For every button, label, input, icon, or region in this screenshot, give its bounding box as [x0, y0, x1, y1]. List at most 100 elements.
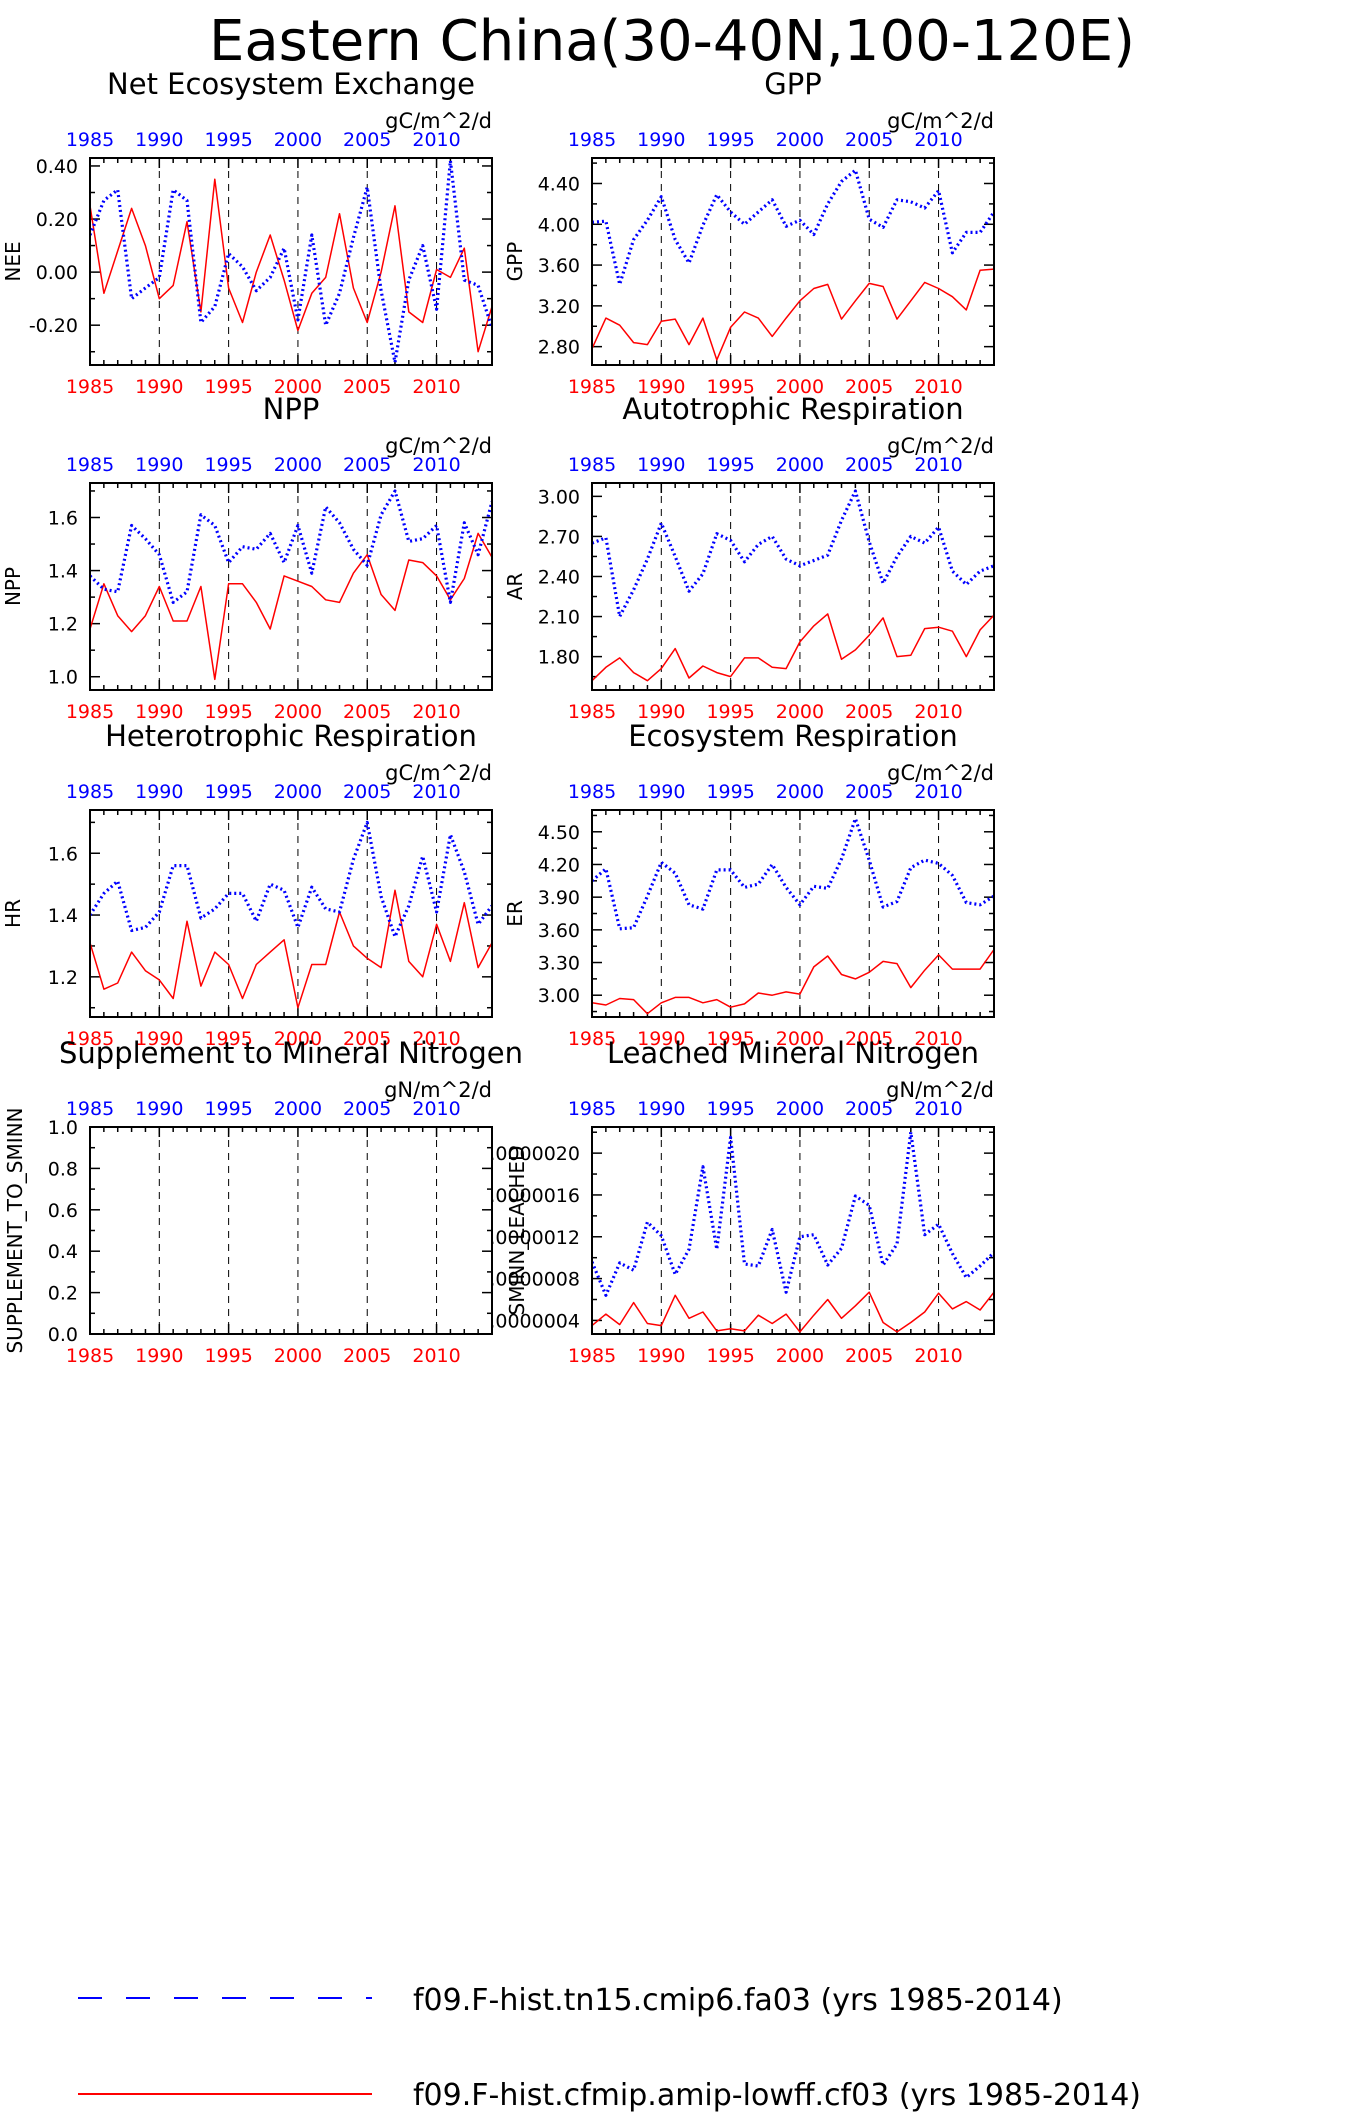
- units-label: gC/m^2/d: [887, 109, 994, 133]
- series-line-fa03: [592, 168, 994, 286]
- panel-heterotrophic-respiration: Heterotrophic Respiration gC/m^2/d 1985 198…: [1, 719, 493, 1050]
- panel-title: NPP: [263, 392, 320, 426]
- x-tick-label: 1985: [568, 1345, 616, 1367]
- x-tick-label-top: 2010: [412, 781, 460, 803]
- x-tick-label: 2005: [343, 1345, 391, 1367]
- x-tick-label: 2000: [274, 1028, 322, 1050]
- x-tick-label: 1995: [204, 701, 252, 723]
- x-tick-label-top: 1990: [135, 781, 183, 803]
- x-tick-label: 2000: [776, 1345, 824, 1367]
- y-tick-label: 3.30: [538, 953, 580, 975]
- x-tick-label-top: 1990: [135, 129, 183, 151]
- x-tick-label: 1990: [135, 1345, 183, 1367]
- y-tick-label: .0000012: [489, 1227, 580, 1249]
- y-axis-label: ER: [503, 900, 527, 927]
- x-tick-label: 1995: [706, 701, 754, 723]
- x-tick-label-top: 2000: [274, 129, 322, 151]
- x-tick-label: 1990: [135, 376, 183, 398]
- y-axis-label: SMINN_LEACHED: [505, 1146, 529, 1316]
- x-tick-label: 2005: [343, 376, 391, 398]
- y-tick-label: 3.60: [538, 255, 580, 277]
- y-tick-label: 1.2: [48, 967, 78, 989]
- units-label: gN/m^2/d: [886, 1078, 994, 1102]
- y-tick-label: 2.40: [538, 566, 580, 588]
- x-tick-label-top: 2010: [914, 781, 962, 803]
- units-label: gC/m^2/d: [385, 434, 492, 458]
- y-axis-label: HR: [1, 899, 25, 928]
- panel-title: Supplement to Mineral Nitrogen: [59, 1036, 523, 1070]
- y-tick-label: 1.4: [48, 905, 78, 927]
- y-tick-label: 3.20: [538, 296, 580, 318]
- x-tick-label: 2005: [845, 1345, 893, 1367]
- x-tick-label: 1985: [66, 1345, 114, 1367]
- y-tick-label: 3.90: [538, 887, 580, 909]
- x-tick-label-top: 1985: [66, 1098, 114, 1120]
- x-tick-label-top: 1985: [568, 781, 616, 803]
- panel-title: Autotrophic Respiration: [622, 392, 963, 426]
- panel-title: Heterotrophic Respiration: [105, 719, 477, 753]
- x-tick-label: 2005: [845, 1028, 893, 1050]
- series-line-cf03: [592, 268, 994, 361]
- x-tick-label-top: 1990: [637, 129, 685, 151]
- x-tick-label: 2005: [845, 376, 893, 398]
- x-tick-label-top: 2000: [274, 1098, 322, 1120]
- x-tick-label-top: 1985: [568, 454, 616, 476]
- y-tick-label: 2.80: [538, 337, 580, 359]
- y-tick-label: .0000004: [489, 1310, 580, 1332]
- y-tick-label: .0000016: [489, 1185, 580, 1207]
- panel-autotrophic-respiration: Autotrophic Respiration gC/m^2/d 1985 1985 1…: [503, 392, 995, 723]
- x-tick-label-top: 2005: [343, 129, 391, 151]
- x-tick-label: 1995: [204, 376, 252, 398]
- y-tick-label: 0.0: [48, 1324, 78, 1346]
- y-tick-label: 4.50: [538, 822, 580, 844]
- x-tick-label-top: 2010: [412, 129, 460, 151]
- x-tick-label-top: 1990: [135, 1098, 183, 1120]
- x-tick-label: 2005: [343, 701, 391, 723]
- series-line-cf03: [90, 889, 492, 1009]
- legend: f09.F-hist.tn15.cmip6.fa03 (yrs 1985-201…: [78, 1983, 1141, 2113]
- y-tick-label: 4.00: [538, 214, 580, 236]
- x-tick-label-top: 2010: [914, 454, 962, 476]
- y-tick-label: 3.00: [538, 486, 580, 508]
- y-tick-label: 1.80: [538, 647, 580, 669]
- x-tick-label: 1990: [135, 1028, 183, 1050]
- x-tick-label-top: 1995: [706, 781, 754, 803]
- x-tick-label-top: 2000: [274, 454, 322, 476]
- x-tick-label: 2010: [914, 1028, 962, 1050]
- panel-title: Leached Mineral Nitrogen: [607, 1036, 979, 1070]
- y-tick-label: 2.70: [538, 526, 580, 548]
- y-tick-label: 1.4: [48, 561, 78, 583]
- x-tick-label: 2010: [914, 1345, 962, 1367]
- y-tick-label: .0000020: [489, 1143, 580, 1165]
- x-tick-label: 2005: [845, 701, 893, 723]
- x-tick-label-top: 1995: [204, 454, 252, 476]
- y-tick-label: 1.6: [48, 843, 78, 865]
- x-tick-label: 2010: [914, 701, 962, 723]
- series-line-fa03: [90, 159, 492, 364]
- x-tick-label-top: 1990: [637, 454, 685, 476]
- x-tick-label: 1990: [637, 1345, 685, 1367]
- plot-frame: [89, 809, 493, 1018]
- x-tick-label: 2000: [776, 701, 824, 723]
- units-label: gC/m^2/d: [887, 761, 994, 785]
- x-tick-label-top: 1995: [706, 129, 754, 151]
- x-tick-label-top: 1995: [706, 454, 754, 476]
- panels: Net Ecosystem Exchange gC/m^2/d 1985 1985 19…: [1, 67, 995, 1367]
- plot-frame: [591, 809, 995, 1018]
- x-tick-label: 1995: [706, 1345, 754, 1367]
- x-tick-label-top: 2005: [343, 1098, 391, 1120]
- x-tick-label: 2010: [412, 701, 460, 723]
- series-line-cf03: [592, 1291, 994, 1333]
- x-tick-label: 2000: [776, 376, 824, 398]
- y-tick-label: 4.20: [538, 854, 580, 876]
- x-tick-label-top: 1995: [204, 129, 252, 151]
- x-tick-label-top: 1985: [568, 129, 616, 151]
- x-tick-label-top: 2000: [776, 781, 824, 803]
- x-tick-label-top: 2010: [412, 454, 460, 476]
- x-tick-label-top: 1995: [204, 1098, 252, 1120]
- x-tick-label: 2000: [776, 1028, 824, 1050]
- x-tick-label-top: 2010: [914, 129, 962, 151]
- x-tick-label: 1985: [66, 701, 114, 723]
- x-tick-label: 1985: [568, 1028, 616, 1050]
